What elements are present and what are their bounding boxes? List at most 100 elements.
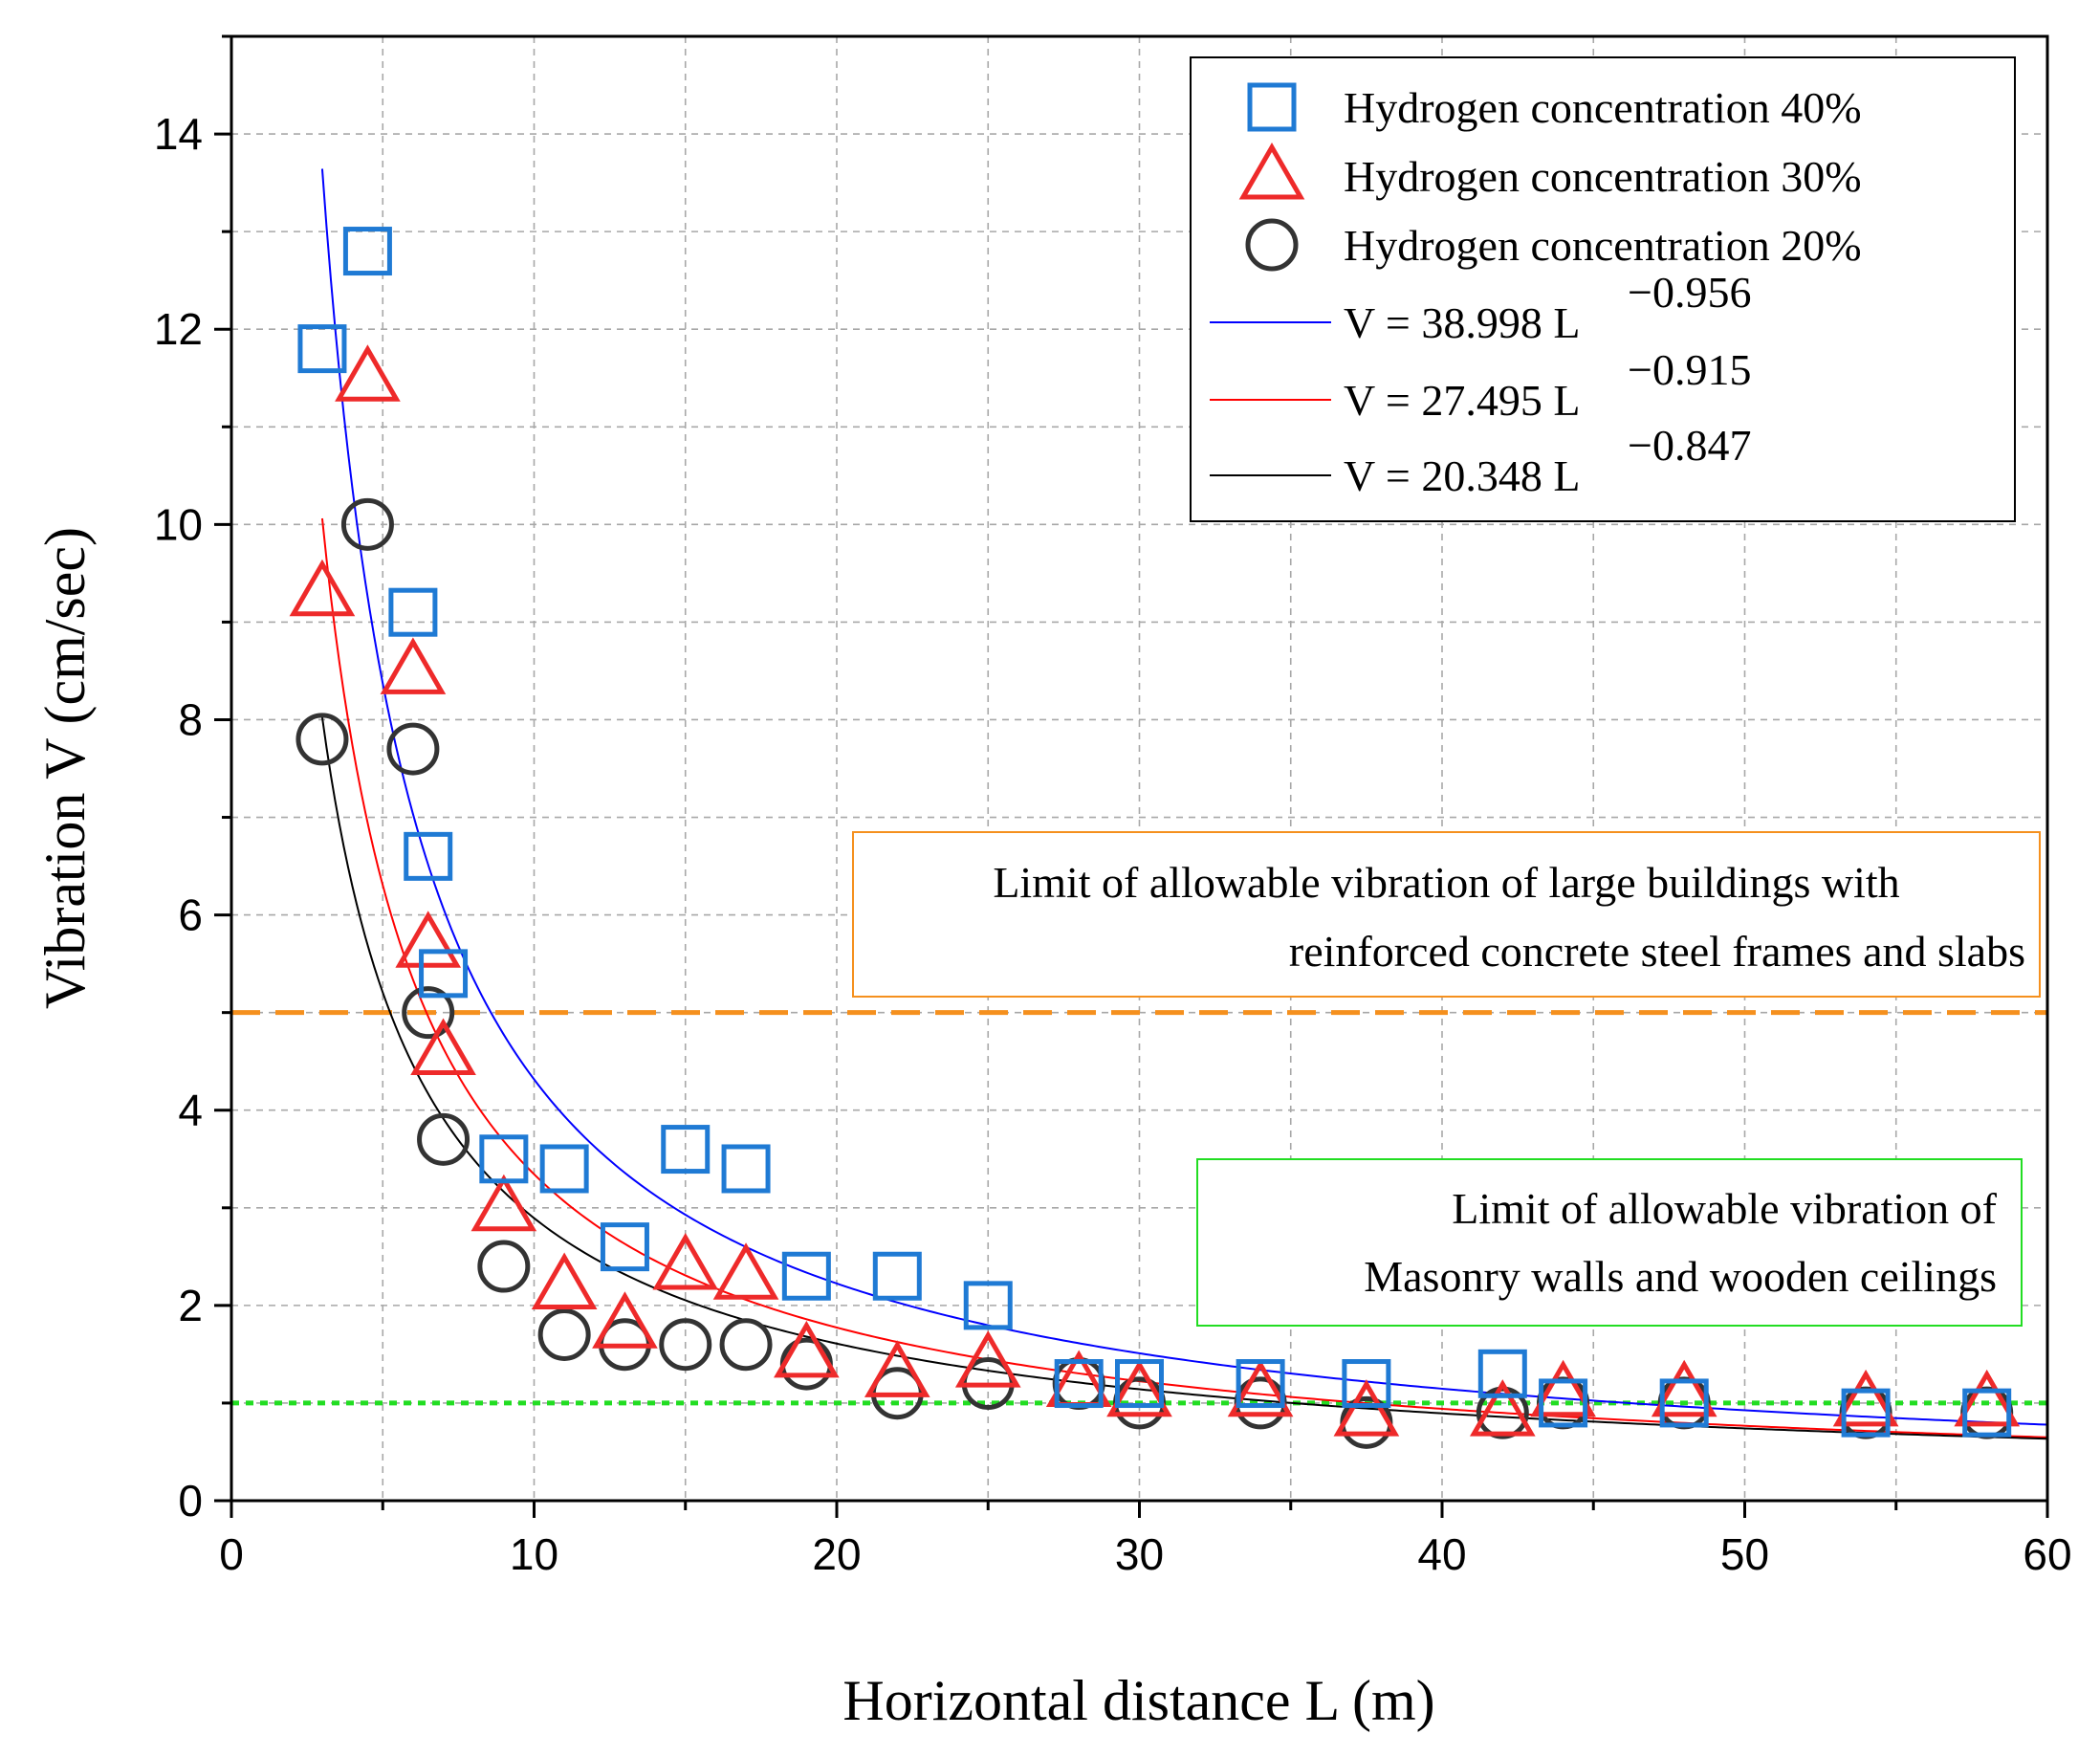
y-tick-label: 14 (154, 109, 203, 159)
x-tick-label: 20 (812, 1529, 861, 1579)
data-point-triangle (1530, 1359, 1596, 1417)
data-point-square (1236, 1359, 1285, 1409)
x-tick-label: 60 (2023, 1529, 2071, 1579)
data-point-square (1477, 1349, 1527, 1398)
data-point-circle (402, 986, 455, 1040)
data-point-triangle (1333, 1379, 1400, 1437)
data-point-triangle (1227, 1359, 1294, 1417)
y-tick-label: 2 (178, 1281, 203, 1330)
data-point-circle (386, 722, 440, 776)
data-point-triangle (864, 1340, 930, 1397)
axis-ticks: 0 10 20 30 40 50 60 0 2 4 6 8 10 12 14 (154, 34, 2072, 1579)
data-point-square (600, 1222, 649, 1272)
data-point-square (721, 1144, 771, 1194)
legend-box (1190, 56, 2016, 522)
data-point-square (1841, 1388, 1891, 1438)
data-point-square (1659, 1378, 1709, 1428)
data-point-square (1539, 1378, 1588, 1428)
data-point-square (1962, 1388, 2012, 1438)
legend-fit-label: V = 27.495 L (1344, 376, 1580, 425)
data-point-triangle (335, 344, 401, 402)
fit-curve-3 (320, 716, 2048, 1440)
legend-fit-label: V = 20.348 L (1344, 451, 1580, 500)
y-tick-label: 8 (178, 694, 203, 744)
data-point-triangle (380, 637, 447, 694)
data-point-square (404, 831, 453, 881)
x-axis-title: Horizontal distance L (m) (842, 1669, 1434, 1732)
data-point-circle (340, 497, 394, 551)
data-point-square (1115, 1359, 1164, 1409)
data-point-square (1342, 1359, 1391, 1409)
data-point-square (1054, 1359, 1104, 1409)
threshold-annotation-box-2 (1196, 1158, 2023, 1327)
x-tick-label: 40 (1417, 1529, 1466, 1579)
data-point-triangle (954, 1330, 1021, 1388)
data-point-triangle (531, 1252, 598, 1309)
threshold-annotation-text: Limit of allowable vibration of large bu… (993, 858, 1899, 907)
data-point-square (781, 1251, 831, 1301)
data-point-triangle (1106, 1359, 1172, 1417)
legend-marker-square (1247, 82, 1297, 132)
threshold-annotations: Limit of allowable vibration of large bu… (852, 831, 2041, 1327)
data-point-triangle (1832, 1369, 1899, 1427)
legend-marker-circle (1245, 218, 1299, 272)
y-axis-title: Vibration V (cm/sec) (33, 527, 97, 1009)
data-points (289, 227, 2021, 1449)
threshold-lines (231, 1010, 2047, 1406)
data-point-circle (417, 1112, 470, 1166)
legend-fit-exponent: −0.956 (1628, 268, 1751, 317)
fit-curve-2 (320, 517, 2048, 1439)
data-point-triangle (592, 1291, 658, 1349)
x-tick-label: 50 (1720, 1529, 1769, 1579)
legend-marker-triangle (1238, 142, 1305, 200)
legend: Hydrogen concentration 40% Hydrogen conce… (1190, 56, 2016, 522)
data-point-square (297, 324, 347, 374)
y-tick-label: 4 (178, 1086, 203, 1135)
threshold-annotation-box-1 (852, 831, 2041, 998)
threshold-annotation-text: Masonry walls and wooden ceilings (1364, 1252, 1997, 1301)
x-tick-label: 30 (1115, 1529, 1164, 1579)
data-point-triangle (652, 1233, 719, 1290)
threshold-annotation-text: Limit of allowable vibration of (1452, 1184, 1997, 1233)
data-point-circle (537, 1307, 591, 1361)
data-point-triangle (470, 1174, 537, 1232)
data-point-square (479, 1134, 529, 1184)
legend-fit-exponent: −0.847 (1628, 421, 1751, 470)
y-tick-label: 10 (154, 499, 203, 549)
data-point-square (342, 227, 392, 276)
data-point-circle (1960, 1386, 2014, 1439)
y-tick-label: 12 (154, 304, 203, 354)
data-point-triangle (774, 1320, 840, 1378)
y-tick-label: 0 (178, 1476, 203, 1526)
data-point-triangle (395, 911, 462, 968)
data-point-square (419, 949, 469, 999)
legend-fit-exponent: −0.915 (1628, 345, 1751, 394)
data-point-circle (779, 1337, 833, 1391)
data-point-triangle (410, 1018, 476, 1075)
data-point-circle (719, 1318, 773, 1372)
data-point-circle (659, 1318, 712, 1372)
legend-label: Hydrogen concentration 30% (1344, 152, 1862, 201)
data-point-triangle (1651, 1359, 1717, 1417)
data-point-square (963, 1281, 1013, 1330)
x-tick-label: 0 (219, 1529, 244, 1579)
data-point-triangle (712, 1242, 779, 1300)
y-tick-label: 6 (178, 890, 203, 940)
legend-label: Hydrogen concentration 20% (1344, 221, 1862, 270)
legend-fit-label: V = 38.998 L (1344, 298, 1580, 347)
data-point-circle (1839, 1386, 1892, 1439)
data-point-triangle (1954, 1369, 2021, 1427)
fit-curve-1 (320, 168, 2048, 1426)
data-point-square (661, 1125, 711, 1175)
x-tick-label: 10 (510, 1529, 558, 1579)
data-point-square (388, 587, 438, 637)
legend-label: Hydrogen concentration 40% (1344, 83, 1862, 132)
data-point-triangle (1469, 1379, 1536, 1437)
data-point-circle (295, 713, 349, 766)
data-point-square (539, 1144, 589, 1194)
threshold-annotation-text: reinforced concrete steel frames and sla… (1289, 927, 2025, 976)
data-point-circle (477, 1240, 531, 1293)
data-point-square (872, 1251, 922, 1301)
data-point-triangle (289, 559, 356, 617)
